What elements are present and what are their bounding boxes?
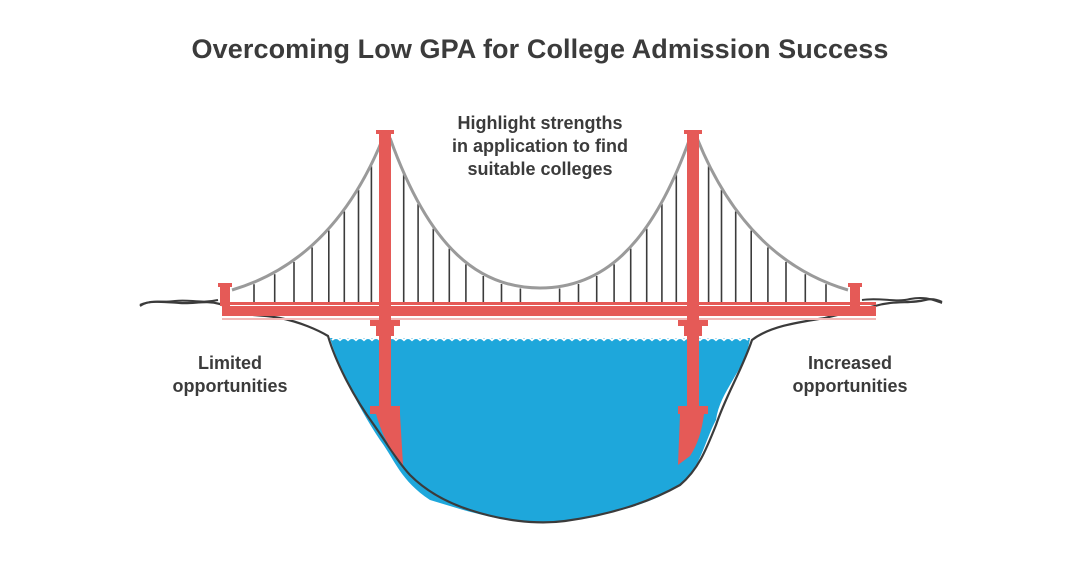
left-label-line-2: opportunities (172, 376, 288, 396)
left-end-pier (218, 283, 232, 306)
left-label-line-1: Limited (197, 353, 262, 373)
center-label-line-1: Highlight strengths (457, 113, 623, 133)
left-bank-top (139, 299, 219, 307)
main-cable-center (388, 137, 692, 290)
center-label-line-3: suitable colleges (467, 159, 613, 179)
center-label: Highlight strengths in application to fi… (420, 112, 660, 181)
suspender-cables (253, 166, 827, 302)
right-bank-top (861, 296, 943, 304)
right-label-line-1: Increased (807, 353, 893, 373)
right-bank-label: Increased opportunities (760, 352, 940, 398)
main-cable-left-side (231, 137, 385, 292)
main-cable-right-side (695, 137, 849, 292)
bridge-deck (222, 306, 876, 316)
left-tower (370, 130, 403, 465)
water-surface-wave (331, 337, 749, 342)
deck-underline (222, 318, 876, 320)
diagram-title: Overcoming Low GPA for College Admission… (191, 34, 889, 64)
left-bank-label: Limited opportunities (140, 352, 320, 398)
right-end-pier (848, 283, 862, 306)
right-label-line-2: opportunities (792, 376, 908, 396)
bridge-deck-rail (222, 302, 876, 305)
river-water (330, 338, 750, 523)
right-tower (678, 130, 708, 465)
center-label-line-2: in application to find (452, 136, 628, 156)
